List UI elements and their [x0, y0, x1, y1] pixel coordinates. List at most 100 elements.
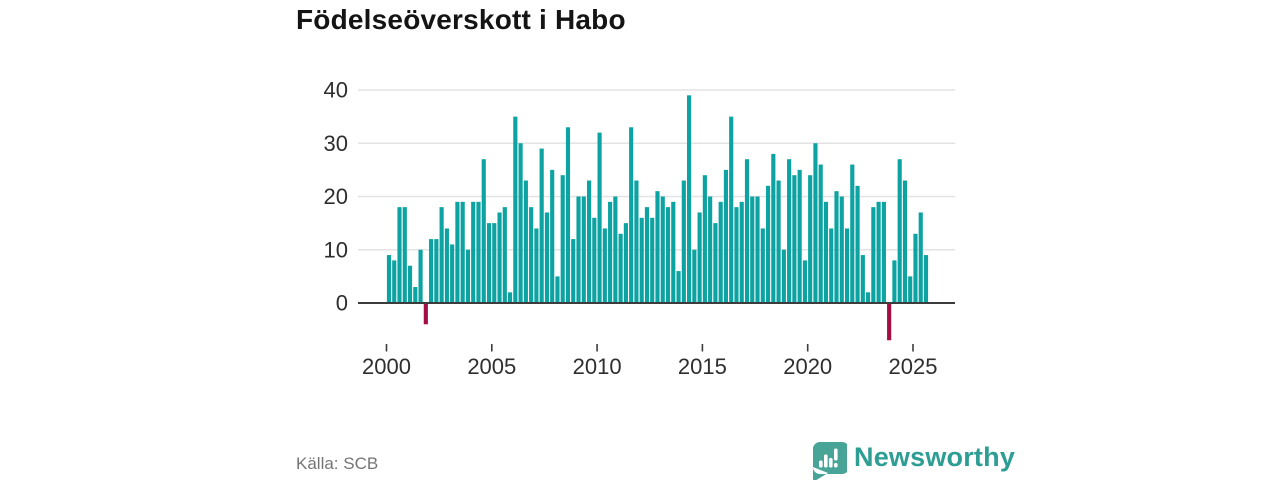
- bar: [829, 228, 834, 303]
- bar: [697, 212, 702, 303]
- bar: [781, 249, 786, 303]
- y-tick-label: 10: [324, 237, 348, 262]
- bar: [639, 217, 644, 303]
- bar: [813, 143, 818, 303]
- bar: [923, 255, 929, 303]
- bar: [876, 201, 881, 303]
- bar: [918, 212, 923, 303]
- bar: [497, 212, 502, 303]
- bar: [634, 180, 639, 303]
- bar: [718, 201, 723, 303]
- bar: [565, 127, 571, 303]
- bar: [471, 201, 476, 303]
- bar: [502, 207, 507, 303]
- bar: [529, 207, 534, 303]
- bar: [787, 159, 792, 303]
- x-tick-label: 2020: [783, 354, 832, 379]
- source-note: Källa: SCB: [296, 454, 379, 473]
- birth-surplus-bar-chart: 0 10 20 30 40 2000 2005 2010 2015 2020 2025: [320, 78, 980, 380]
- logo-bar-small: [819, 460, 823, 468]
- brand-name: Newsworthy: [854, 442, 1016, 472]
- newsworthy-brand: Newsworthy: [810, 440, 1015, 480]
- bar: [450, 244, 455, 304]
- bar: [465, 249, 471, 303]
- bar: [755, 196, 760, 303]
- bar: [860, 255, 865, 303]
- bar: [386, 255, 392, 303]
- y-tick-label: 0: [336, 291, 348, 316]
- bar: [560, 175, 565, 303]
- bar: [866, 292, 871, 303]
- bar: [592, 217, 597, 303]
- bar: [808, 175, 813, 303]
- bar: [650, 217, 655, 303]
- bar: [660, 196, 665, 303]
- bar: [676, 271, 681, 303]
- bar: [397, 207, 402, 303]
- bar: [681, 180, 686, 303]
- bar: [518, 143, 523, 303]
- bar: [544, 212, 549, 303]
- bar: [571, 239, 576, 303]
- bar: [597, 132, 602, 303]
- bar: [739, 201, 744, 303]
- bar: [455, 201, 460, 303]
- bar: [844, 228, 850, 303]
- bar: [760, 228, 765, 303]
- bar: [702, 175, 707, 303]
- bar: [734, 207, 739, 303]
- bar: [665, 207, 671, 303]
- bar: [534, 228, 539, 303]
- bar: [850, 164, 855, 303]
- bar: [623, 223, 628, 304]
- bar: [581, 196, 586, 303]
- bar: [744, 159, 750, 303]
- bar-chart-svg: 0 10 20 30 40 2000 2005 2010 2015 2020 2025: [324, 78, 955, 379]
- logo-exclamation-dot: [834, 463, 838, 468]
- x-tick-label: 2000: [362, 354, 411, 379]
- bar: [871, 207, 876, 303]
- bar: [508, 292, 513, 303]
- x-tick-label: 2025: [889, 354, 938, 379]
- bar: [644, 207, 650, 303]
- bar: [402, 207, 407, 303]
- bar: [418, 249, 423, 303]
- bar: [439, 207, 444, 303]
- bar: [523, 180, 528, 303]
- bar: [618, 233, 623, 303]
- bar: [887, 303, 892, 341]
- bar: [802, 260, 807, 303]
- bar: [881, 201, 886, 303]
- y-tick-label: 30: [324, 131, 348, 156]
- bar: [602, 228, 607, 303]
- bar: [576, 196, 581, 303]
- bar: [392, 260, 397, 303]
- bar: [729, 116, 734, 304]
- bar: [797, 169, 802, 304]
- bar: [655, 191, 660, 303]
- bar: [776, 180, 781, 303]
- bar: [687, 95, 692, 303]
- bar: [897, 159, 902, 303]
- bar: [555, 276, 560, 304]
- bar: [723, 169, 729, 304]
- bar: [613, 196, 618, 303]
- bar: [539, 148, 544, 303]
- bar: [550, 169, 555, 304]
- bar: [460, 201, 465, 303]
- bar: [708, 196, 713, 303]
- bar: [908, 276, 913, 304]
- bar: [434, 239, 439, 303]
- bar: [608, 201, 613, 303]
- bar: [629, 127, 634, 303]
- bar: [476, 201, 481, 303]
- newsworthy-logo-icon: [813, 442, 847, 480]
- bar: [692, 249, 697, 303]
- bar: [671, 201, 676, 303]
- bar: [818, 164, 823, 303]
- bar: [513, 116, 518, 304]
- bar: [586, 180, 592, 303]
- bar: [823, 201, 829, 303]
- x-tick-label: 2005: [467, 354, 516, 379]
